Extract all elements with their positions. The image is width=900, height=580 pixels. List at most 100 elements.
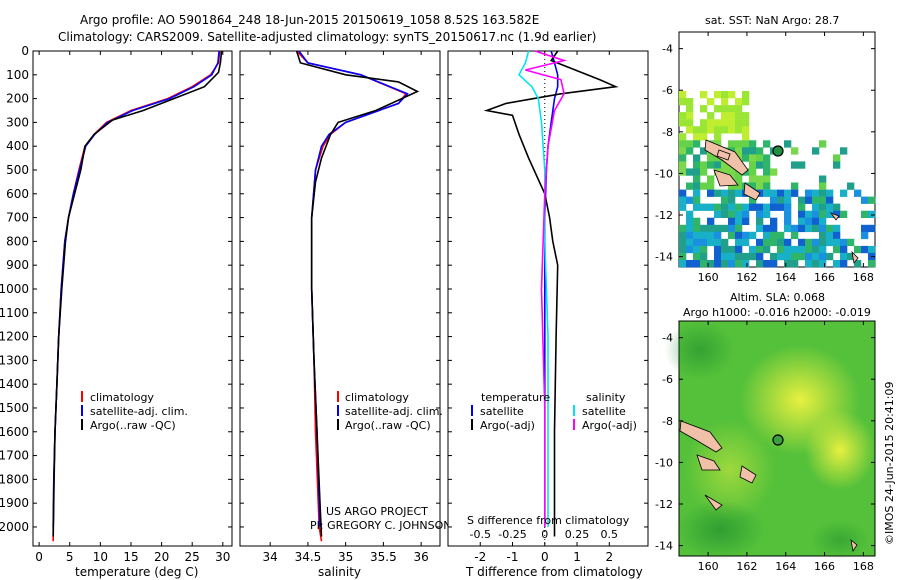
sst-cell bbox=[819, 196, 827, 204]
map-y-tick-label: -8 bbox=[662, 415, 673, 428]
sst-cell bbox=[728, 182, 736, 190]
difference-y-axis bbox=[448, 50, 648, 528]
sst-cell bbox=[700, 147, 708, 155]
sst-cell bbox=[791, 161, 799, 169]
sst-cell bbox=[763, 260, 771, 268]
sst-cell bbox=[714, 189, 722, 197]
top-tick-label: 0.25 bbox=[565, 528, 590, 541]
sst-cell bbox=[707, 119, 715, 127]
salinity-legend: climatology satellite-adj. clim. Argo(..… bbox=[337, 391, 443, 432]
altimetry-map-axes: 160 162 164 166 168 -4 -6 -8 -10 -12 -14 bbox=[655, 321, 875, 573]
sst-cell bbox=[707, 203, 715, 211]
sst-cell bbox=[700, 126, 708, 134]
sst-cell bbox=[819, 189, 827, 197]
map-x-tick-label: 164 bbox=[775, 560, 796, 573]
sst-cell bbox=[721, 189, 729, 197]
sst-cell bbox=[777, 196, 785, 204]
sst-cell bbox=[742, 154, 750, 162]
sst-cell bbox=[812, 196, 820, 204]
sst-cell bbox=[798, 245, 806, 254]
y-tick-label: 1500 bbox=[0, 401, 29, 415]
sst-cell bbox=[735, 203, 743, 211]
sst-cell bbox=[735, 175, 743, 183]
sst-cell bbox=[728, 224, 736, 233]
sst-cell bbox=[735, 217, 743, 225]
sst-cell bbox=[679, 147, 687, 155]
sst-cell bbox=[756, 245, 764, 254]
sst-cell bbox=[714, 133, 722, 141]
sst-cell bbox=[847, 182, 855, 190]
sst-cell bbox=[840, 147, 848, 155]
sst-cell bbox=[770, 238, 778, 247]
sst-cell bbox=[693, 203, 701, 211]
sst-cell bbox=[791, 231, 799, 240]
sst-cell bbox=[777, 189, 785, 197]
sst-cell bbox=[749, 175, 757, 183]
sst-cell bbox=[798, 217, 806, 225]
y-tick-label: 200 bbox=[6, 92, 29, 106]
sst-cell bbox=[812, 224, 820, 233]
x-tick-label: 20 bbox=[154, 550, 169, 564]
sst-cell bbox=[861, 210, 869, 218]
sst-cell bbox=[763, 175, 771, 183]
sst-cell bbox=[805, 260, 813, 268]
sst-cell bbox=[819, 231, 827, 240]
sst-cell bbox=[728, 119, 736, 127]
sst-cell bbox=[840, 252, 848, 261]
sst-cell bbox=[833, 260, 841, 268]
sst-cell bbox=[784, 224, 792, 233]
temperature-panel: 0100200300400500600700800900100011001200… bbox=[0, 44, 233, 579]
sst-cell bbox=[861, 196, 869, 204]
sst-cell bbox=[700, 133, 708, 141]
sst-cell bbox=[686, 112, 694, 120]
map-y-tick-label: -6 bbox=[662, 84, 673, 97]
series-line-argo-raw-qc- bbox=[295, 50, 420, 537]
y-tick-label: 300 bbox=[6, 115, 29, 129]
sst-cell bbox=[679, 245, 687, 254]
sst-cell bbox=[868, 224, 876, 233]
sst-cell bbox=[679, 168, 687, 176]
temperature-plot-frame bbox=[32, 50, 233, 547]
sst-cell bbox=[756, 217, 764, 225]
series-line-argo-raw-qc- bbox=[52, 50, 223, 537]
sst-cell bbox=[721, 112, 729, 120]
sst-cell bbox=[833, 210, 841, 218]
sst-cell bbox=[686, 126, 694, 134]
sst-cell bbox=[861, 231, 869, 240]
altimetry-argo-location-marker bbox=[772, 434, 784, 446]
sst-cell bbox=[763, 189, 771, 197]
sst-cell bbox=[686, 224, 694, 233]
sst-cell bbox=[805, 189, 813, 197]
sst-cell bbox=[735, 260, 743, 268]
sst-cell bbox=[819, 238, 827, 247]
sst-islands bbox=[704, 139, 859, 264]
sst-cell bbox=[784, 140, 792, 148]
sst-cell bbox=[826, 210, 834, 218]
sst-cell bbox=[679, 260, 687, 268]
x-tick-label: -1 bbox=[507, 550, 519, 564]
x-tick-label: 34.5 bbox=[295, 550, 322, 564]
sst-cell bbox=[791, 252, 799, 261]
sst-cell bbox=[798, 224, 806, 233]
sst-cell bbox=[686, 238, 694, 247]
sst-cell bbox=[728, 231, 736, 240]
x-tick-label: 0 bbox=[541, 550, 549, 564]
sst-cell bbox=[714, 154, 722, 162]
sst-cell bbox=[728, 252, 736, 261]
sst-cell bbox=[854, 189, 862, 197]
sst-cell bbox=[735, 252, 743, 261]
sst-cell bbox=[868, 245, 876, 254]
sst-cell bbox=[833, 161, 841, 169]
sst-cell bbox=[770, 203, 778, 211]
sst-cell bbox=[735, 105, 743, 113]
sst-map-title: sat. SST: NaN Argo: 28.7 bbox=[705, 14, 839, 27]
sst-cell bbox=[728, 260, 736, 268]
legend-label-s-argo: Argo(-adj) bbox=[582, 419, 637, 432]
sst-cell bbox=[728, 91, 736, 99]
difference-legend: temperature salinity satellite Argo(-adj… bbox=[471, 391, 637, 432]
sst-cell bbox=[812, 260, 820, 268]
map-y-tick-label: -8 bbox=[662, 126, 673, 139]
sst-cell bbox=[714, 119, 722, 127]
sst-cell bbox=[721, 105, 729, 113]
legend-swatch-s-satellite bbox=[573, 405, 575, 416]
